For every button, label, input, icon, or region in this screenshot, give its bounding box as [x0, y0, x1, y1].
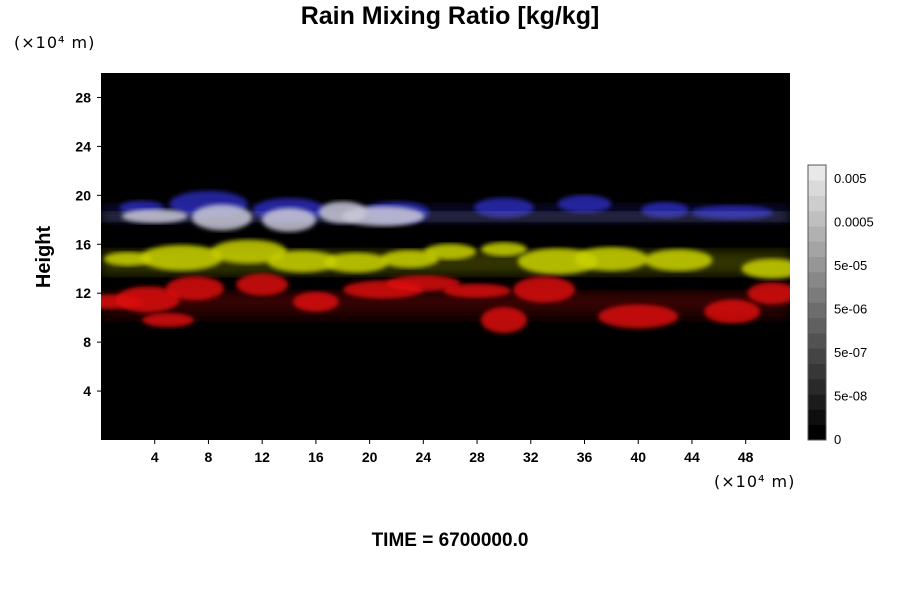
colorbar-label: 0: [834, 432, 841, 447]
colorbar-label: 0.005: [834, 171, 867, 186]
y-tick-label: 28: [75, 89, 91, 105]
field-patch: [557, 194, 612, 213]
x-tick-label: 48: [738, 449, 754, 465]
field-patch: [480, 242, 527, 257]
field-patch: [262, 207, 317, 232]
x-tick-label: 8: [205, 449, 213, 465]
field-patch: [380, 249, 439, 268]
field-patch: [116, 286, 181, 313]
x-unit-note: (×10⁴ m): [714, 472, 796, 491]
field-patch: [386, 275, 461, 292]
field-patch: [513, 276, 576, 303]
field-patch: [191, 204, 252, 231]
field-patch: [142, 313, 195, 328]
field-patch: [210, 239, 287, 264]
x-tick-label: 40: [630, 449, 646, 465]
colorbar-label: 0.0005: [834, 215, 874, 230]
field-patch: [267, 250, 338, 273]
x-tick-label: 12: [254, 449, 270, 465]
colorbar-swatch: [808, 287, 826, 303]
chart-title: Rain Mixing Ratio [kg/kg]: [300, 2, 600, 30]
x-tick-label: 16: [308, 449, 324, 465]
field-patch: [103, 251, 152, 266]
colorbar-swatch: [808, 302, 826, 319]
field-patch: [598, 304, 679, 329]
colorbar-swatch: [808, 256, 826, 273]
y-unit-note: (×10⁴ m): [14, 33, 96, 52]
y-tick-label: 24: [75, 138, 91, 154]
field-patch: [140, 244, 223, 271]
y-axis-label: Height: [33, 226, 55, 289]
y-tick-label: 20: [75, 187, 91, 203]
colorbar-label: 5e-07: [834, 345, 867, 360]
time-label: TIME = 6700000.0: [371, 530, 529, 551]
field-patch: [574, 246, 649, 271]
y-tick-label: 8: [83, 334, 91, 350]
x-tick-label: 28: [469, 449, 485, 465]
x-tick-label: 24: [416, 449, 432, 465]
field-patch: [644, 249, 713, 272]
colorbar-label: 5e-05: [834, 258, 867, 273]
layer-band: [101, 314, 790, 321]
layer-band: [101, 212, 790, 222]
colorbar-swatch: [808, 271, 826, 288]
x-tick-label: 32: [523, 449, 539, 465]
x-tick-label: 36: [577, 449, 593, 465]
colorbar-swatch: [808, 409, 826, 426]
colorbar-label: 5e-08: [834, 389, 867, 404]
field-patch: [424, 243, 477, 260]
layer-4: [101, 304, 790, 334]
layer-2: [101, 239, 790, 279]
field-patch: [741, 258, 790, 279]
field-patch: [166, 276, 225, 301]
field-patch: [480, 307, 527, 334]
field-patch: [324, 252, 389, 273]
y-axis: 4 8 12 16 20 24 28: [75, 89, 101, 399]
layer-1: [101, 201, 790, 232]
colorbar-swatch: [808, 317, 826, 334]
colorbar-swatch: [808, 363, 826, 380]
x-tick-label: 20: [362, 449, 378, 465]
field-patch: [342, 206, 425, 227]
field-patch: [292, 291, 339, 312]
colorbar-swatch: [808, 424, 826, 441]
colorbar-swatch: [808, 180, 826, 196]
colorbar: 0.005 0.0005 5e-05 5e-06 5e-07 5e-08 0: [807, 164, 874, 447]
field-patch: [121, 209, 188, 224]
colorbar-swatch: [808, 378, 826, 395]
colorbar-swatch: [808, 348, 826, 364]
colorbar-frame: [807, 164, 827, 441]
x-axis: 4 8 12 16 20 24 28 32 36 40 44 48: [151, 440, 754, 465]
y-tick-label: 12: [75, 285, 91, 301]
field-patch: [747, 282, 790, 305]
colorbar-swatch: [808, 333, 826, 349]
colorbar-swatch: [808, 210, 826, 227]
y-tick-label: 16: [75, 236, 91, 252]
colorbar-swatch: [808, 394, 826, 410]
field-patch: [236, 273, 289, 296]
field-patch: [443, 283, 512, 298]
colorbar-swatch: [808, 226, 826, 242]
colorbar-swatch: [808, 241, 826, 257]
colorbar-swatch: [808, 195, 826, 212]
rain-field: [101, 190, 790, 334]
colorbar-label: 5e-06: [834, 302, 867, 317]
colorbar-swatch: [808, 165, 826, 181]
x-tick-label: 44: [684, 449, 700, 465]
y-tick-label: 4: [83, 383, 91, 399]
x-tick-label: 4: [151, 449, 159, 465]
